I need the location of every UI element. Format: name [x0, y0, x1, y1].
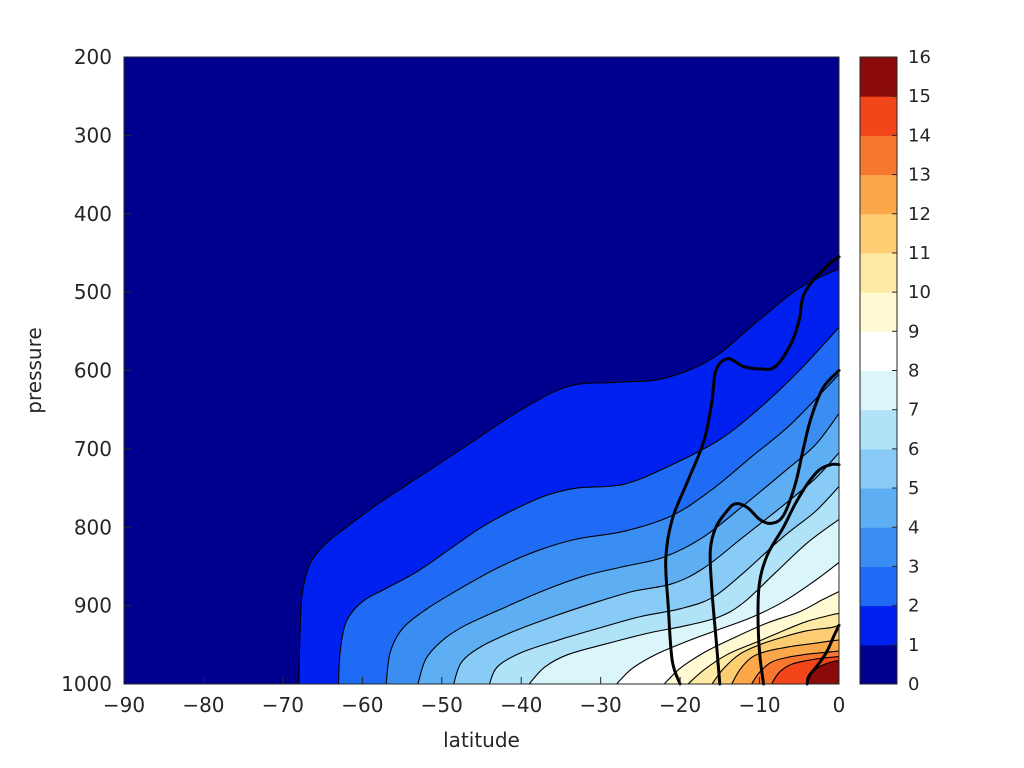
colorbar-swatch-15: [860, 57, 897, 97]
colorbar-tick-label: 0: [908, 674, 919, 695]
colorbar-tick-label: 7: [908, 400, 919, 421]
contour-line-8: [616, 562, 840, 685]
y-tick-label: 1000: [61, 672, 112, 696]
contour-line-2: [337, 327, 840, 685]
colorbar-tick-label: 9: [908, 321, 919, 342]
colorbar-tick-label: 8: [908, 361, 919, 382]
colorbar-swatch-6: [860, 409, 897, 450]
thick-contour-1: [664, 255, 841, 686]
contour-line-5: [453, 452, 840, 685]
contour-lines: [298, 268, 840, 685]
colorbar-swatch-4: [860, 488, 897, 528]
colorbar-swatch-9: [860, 292, 897, 332]
y-tick-label: 800: [74, 515, 112, 539]
y-axis: 200 300 400 500 600 700 800 900 1000: [61, 45, 131, 696]
colorbar-tick-label: 13: [908, 165, 931, 186]
x-tick-label: −50: [421, 693, 463, 717]
colorbar-tick-label: 12: [908, 204, 931, 225]
colorbar-tick-label: 16: [908, 47, 931, 68]
y-tick-label: 200: [74, 45, 112, 69]
y-tick-label: 900: [74, 594, 112, 618]
contour-line-11: [711, 624, 840, 685]
colorbar-swatch-1: [860, 605, 897, 646]
x-tick-label: −40: [500, 693, 542, 717]
contour-line-12: [731, 639, 840, 685]
colorbar-tick-label: 10: [908, 282, 931, 303]
contour-line-7: [528, 518, 840, 685]
y-tick-label: 400: [74, 202, 112, 226]
x-tick-label: −10: [738, 693, 780, 717]
y-tick-label: 600: [74, 359, 112, 383]
y-axis-title: pressure: [22, 327, 46, 413]
colorbar-swatch-8: [860, 331, 897, 371]
thick-contour-4: [805, 623, 841, 686]
colorbar-tick-label: 4: [908, 517, 919, 538]
x-tick-label: −80: [182, 693, 224, 717]
colorbar-swatch-11: [860, 213, 897, 254]
colorbar-swatch-10: [860, 252, 897, 293]
contour-line-13: [751, 650, 840, 685]
colorbar-tick-label: 1: [908, 635, 919, 656]
thick-contour-3: [756, 462, 841, 686]
colorbar-swatch-2: [860, 566, 897, 607]
x-axis-title: latitude: [443, 728, 520, 752]
contour-line-1: [298, 268, 840, 685]
colorbar-swatch-3: [860, 527, 897, 567]
x-axis: −90 −80 −70 −60 −50 −40 −30 −20 −10 0: [103, 677, 845, 717]
contour-line-4: [417, 413, 840, 685]
contour-line-6: [488, 486, 840, 685]
contour-line-10: [687, 612, 840, 685]
colorbar-swatch-12: [860, 174, 897, 215]
contour-line-3: [385, 374, 840, 685]
contour-line-9: [663, 591, 840, 685]
contour-band-15: [807, 660, 839, 684]
colorbar-tick-label: 2: [908, 596, 919, 617]
x-tick-label: −30: [580, 693, 622, 717]
colorbar-tick-label: 5: [908, 478, 919, 499]
colorbar-tick-label: 6: [908, 439, 919, 460]
colorbar-tick-label: 15: [908, 86, 931, 107]
colorbar-swatch-14: [860, 96, 897, 136]
colorbar-swatch-5: [860, 448, 897, 489]
colorbar-tick-label: 3: [908, 556, 919, 577]
y-tick-label: 700: [74, 437, 112, 461]
colorbar-swatch-7: [860, 370, 897, 411]
x-tick-label: −70: [262, 693, 304, 717]
thick-contour-lines: [664, 255, 841, 686]
colorbar-swatch-0: [860, 644, 897, 685]
colorbar-tick-label: 11: [908, 243, 931, 264]
x-tick-label: 0: [833, 693, 846, 717]
colorbar-tick-label: 14: [908, 125, 931, 146]
colorbar-swatch-13: [860, 135, 897, 176]
thick-contour-2: [708, 369, 841, 686]
y-tick-label: 300: [74, 123, 112, 147]
y-tick-label: 500: [74, 280, 112, 304]
contour-fills: [124, 57, 839, 684]
x-tick-label: −20: [659, 693, 701, 717]
x-tick-label: −90: [103, 693, 145, 717]
x-tick-label: −60: [341, 693, 383, 717]
